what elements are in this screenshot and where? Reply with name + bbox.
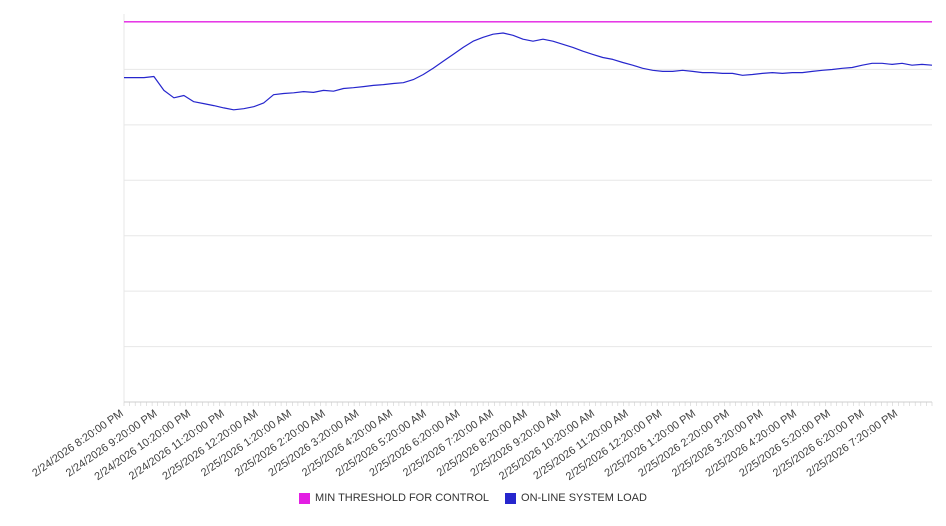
- chart-container: 2/24/2026 8:20:00 PM 2/24/2026 9:20:00 PM…: [30, 14, 933, 483]
- legend-item-threshold[interactable]: MIN THRESHOLD FOR CONTROL: [299, 492, 489, 504]
- legend-label-load: ON-LINE SYSTEM LOAD: [521, 492, 647, 504]
- legend-item-load[interactable]: ON-LINE SYSTEM LOAD: [505, 492, 647, 504]
- threshold-swatch: [299, 492, 311, 504]
- load-swatch: [505, 492, 517, 504]
- chart-legend: MIN THRESHOLD FOR CONTROL ON-LINE SYSTEM…: [0, 488, 946, 508]
- legend-label-threshold: MIN THRESHOLD FOR CONTROL: [315, 492, 490, 504]
- load-chart-svg: 2/24/2026 8:20:00 PM2/24/2026 9:20:00 PM…: [30, 14, 933, 483]
